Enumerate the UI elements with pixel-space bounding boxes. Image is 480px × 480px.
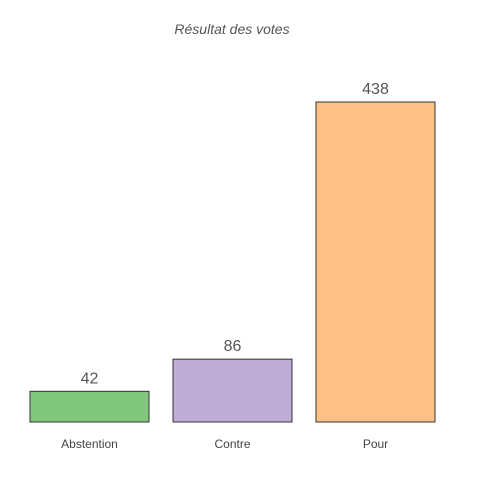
- value-label-pour: 438: [362, 81, 389, 98]
- category-labels-layer: Abstention Contre Pour: [61, 437, 388, 451]
- category-label-abstention: Abstention: [61, 437, 118, 451]
- value-label-abstention: 42: [81, 370, 99, 387]
- category-label-contre: Contre: [214, 437, 250, 451]
- bar-contre: [172, 358, 293, 423]
- bars-layer: [29, 101, 436, 423]
- chart-title: Résultat des votes: [174, 21, 289, 37]
- bar-abstention: [29, 390, 150, 423]
- category-label-pour: Pour: [363, 437, 388, 451]
- value-labels-layer: 42 86 438: [81, 81, 389, 387]
- value-label-contre: 86: [224, 338, 242, 355]
- bar-pour: [315, 101, 436, 423]
